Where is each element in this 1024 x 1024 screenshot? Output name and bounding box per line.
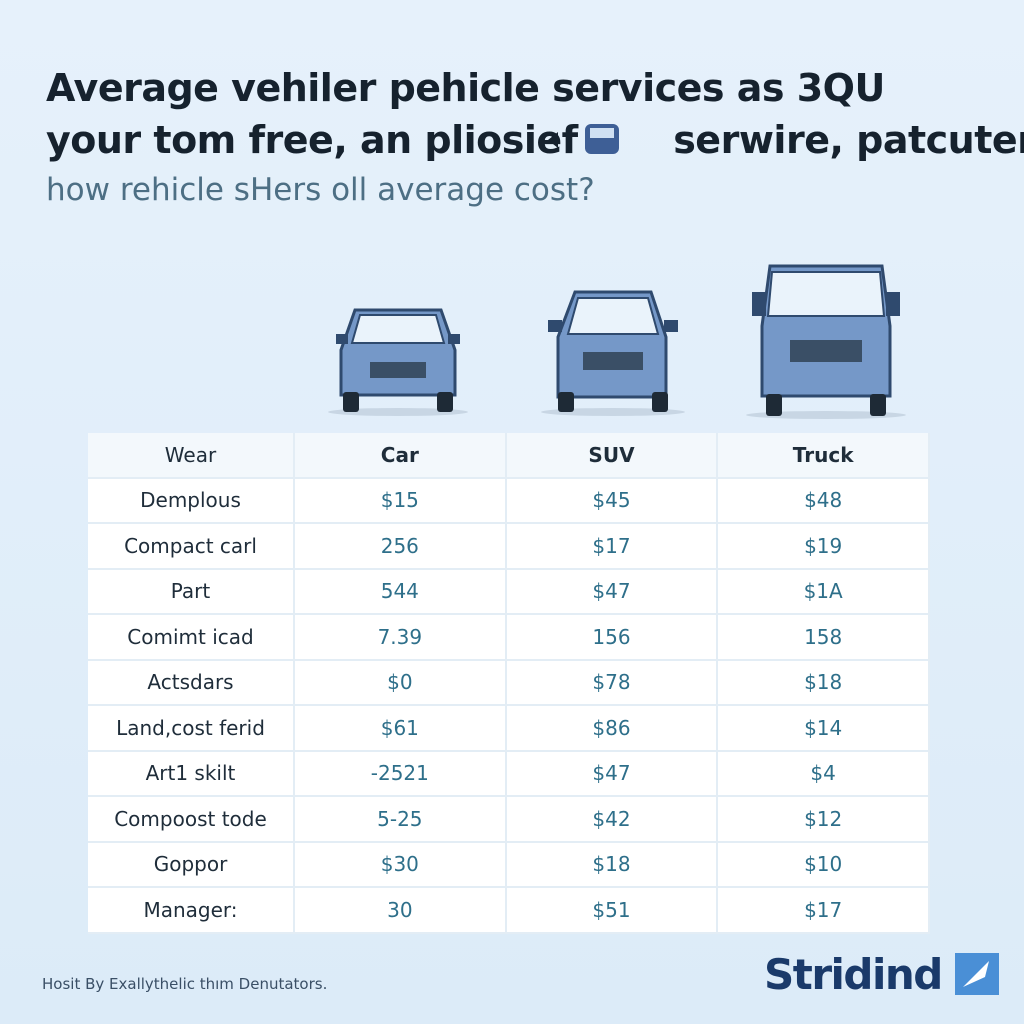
cost-cell: 156: [505, 614, 719, 661]
table-row: Demplous $15 $45 $48: [88, 477, 930, 524]
cost-table: Wear Car SUV Truck Demplous $15 $45 $48 Compact …: [88, 433, 930, 934]
table-row: Land,cost ferid $61 $86 $14: [88, 705, 930, 752]
footer-note: Hosit By Exallythelic thım Denutators.: [42, 975, 328, 993]
cost-cell: $12: [717, 796, 930, 843]
column-header: Car: [294, 433, 507, 479]
column-header: Truck: [717, 433, 930, 479]
cost-cell: $51: [505, 887, 719, 934]
table-row: Manager: 30 $51 $17: [88, 887, 930, 934]
title-line: your tom free, an pliosief serwire, patc…: [46, 118, 1024, 162]
column-header: Wear: [88, 433, 295, 479]
cost-cell: $30: [294, 841, 507, 888]
brand-text: Stridind: [764, 950, 943, 999]
cost-cell: $47: [505, 750, 719, 797]
table-row: Comimt icad 7.39 156 158: [88, 614, 930, 661]
title-text: your tom free, an pliosief: [46, 118, 578, 162]
table-row: Compact carl 256 $17 $19: [88, 523, 930, 570]
cost-cell: -2521: [294, 750, 507, 797]
row-label: Actsdars: [88, 659, 295, 706]
cost-cell: $61: [294, 705, 507, 752]
subtitle: how rehicle sHers oll average cost?: [46, 172, 595, 208]
vehicles: [328, 124, 906, 419]
table-row: Actsdars $0 $78 $18: [88, 659, 930, 706]
cost-cell: 544: [294, 568, 507, 615]
cost-cell: $17: [717, 887, 930, 934]
cost-cell: $45: [505, 477, 719, 524]
row-label: Manager:: [88, 887, 295, 934]
brand-logo: [955, 953, 999, 995]
brand: Stridind: [764, 950, 999, 999]
cost-cell: 256: [294, 523, 507, 570]
cost-cell: $0: [294, 659, 507, 706]
cost-cell: 158: [717, 614, 930, 661]
car-icon: [328, 308, 468, 416]
cost-cell: $42: [505, 796, 719, 843]
cost-cell: 30: [294, 887, 507, 934]
table-row: Part 544 $47 $1A: [88, 568, 930, 615]
cost-cell: $86: [505, 705, 719, 752]
row-label: Comimt icad: [88, 614, 295, 661]
table-row: Goppor $30 $18 $10: [88, 841, 930, 888]
table-row: Art1 skilt -2521 $47 $4: [88, 750, 930, 797]
row-label: Demplous: [88, 477, 295, 524]
row-label: Goppor: [88, 841, 295, 888]
cost-cell: $10: [717, 841, 930, 888]
cost-cell: $17: [505, 523, 719, 570]
inline-icon: [548, 124, 619, 154]
cost-cell: $18: [505, 841, 719, 888]
column-header: SUV: [505, 433, 719, 479]
title-line: Average vehiler pehicle services as 3QU: [46, 66, 885, 110]
title-text: serwire, patcuter: [673, 118, 1024, 162]
suv-icon: [541, 290, 685, 416]
cost-cell: $1A: [717, 568, 930, 615]
cost-cell: $4: [717, 750, 930, 797]
cost-cell: $14: [717, 705, 930, 752]
truck-icon: [746, 264, 906, 419]
row-label: Land,cost ferid: [88, 705, 295, 752]
cost-cell: $18: [717, 659, 930, 706]
header-row: Wear Car SUV Truck: [88, 433, 930, 479]
row-label: Art1 skilt: [88, 750, 295, 797]
cost-cell: $47: [505, 568, 719, 615]
cost-cell: $15: [294, 477, 507, 524]
cost-cell: $19: [717, 523, 930, 570]
row-label: Compact carl: [88, 523, 295, 570]
row-label: Compoost tode: [88, 796, 295, 843]
cost-cell: $78: [505, 659, 719, 706]
row-label: Part: [88, 568, 295, 615]
cost-cell: 7.39: [294, 614, 507, 661]
table-row: Compoost tode 5-25 $42 $12: [88, 796, 930, 843]
cost-cell: 5-25: [294, 796, 507, 843]
cost-cell: $48: [717, 477, 930, 524]
